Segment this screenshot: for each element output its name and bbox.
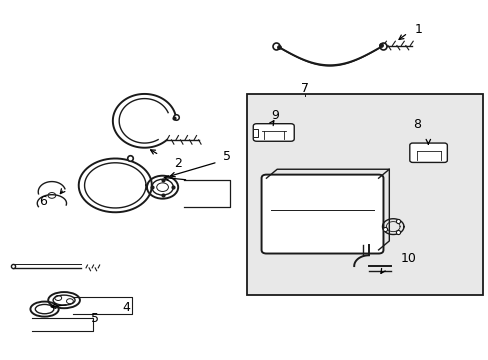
FancyBboxPatch shape — [261, 175, 383, 253]
Text: 5: 5 — [91, 311, 99, 325]
Text: 6: 6 — [39, 195, 47, 208]
Text: 9: 9 — [271, 109, 279, 122]
Bar — [246, 94, 483, 295]
Text: 2: 2 — [173, 157, 182, 170]
FancyBboxPatch shape — [409, 143, 447, 162]
Text: 3: 3 — [293, 225, 301, 238]
FancyBboxPatch shape — [253, 124, 294, 141]
Text: 1: 1 — [414, 23, 422, 36]
Text: 4: 4 — [122, 301, 130, 314]
Bar — [252, 130, 257, 136]
Text: 8: 8 — [413, 118, 421, 131]
Text: 10: 10 — [400, 252, 416, 265]
Text: 5: 5 — [222, 150, 230, 163]
Text: 7: 7 — [301, 82, 309, 95]
